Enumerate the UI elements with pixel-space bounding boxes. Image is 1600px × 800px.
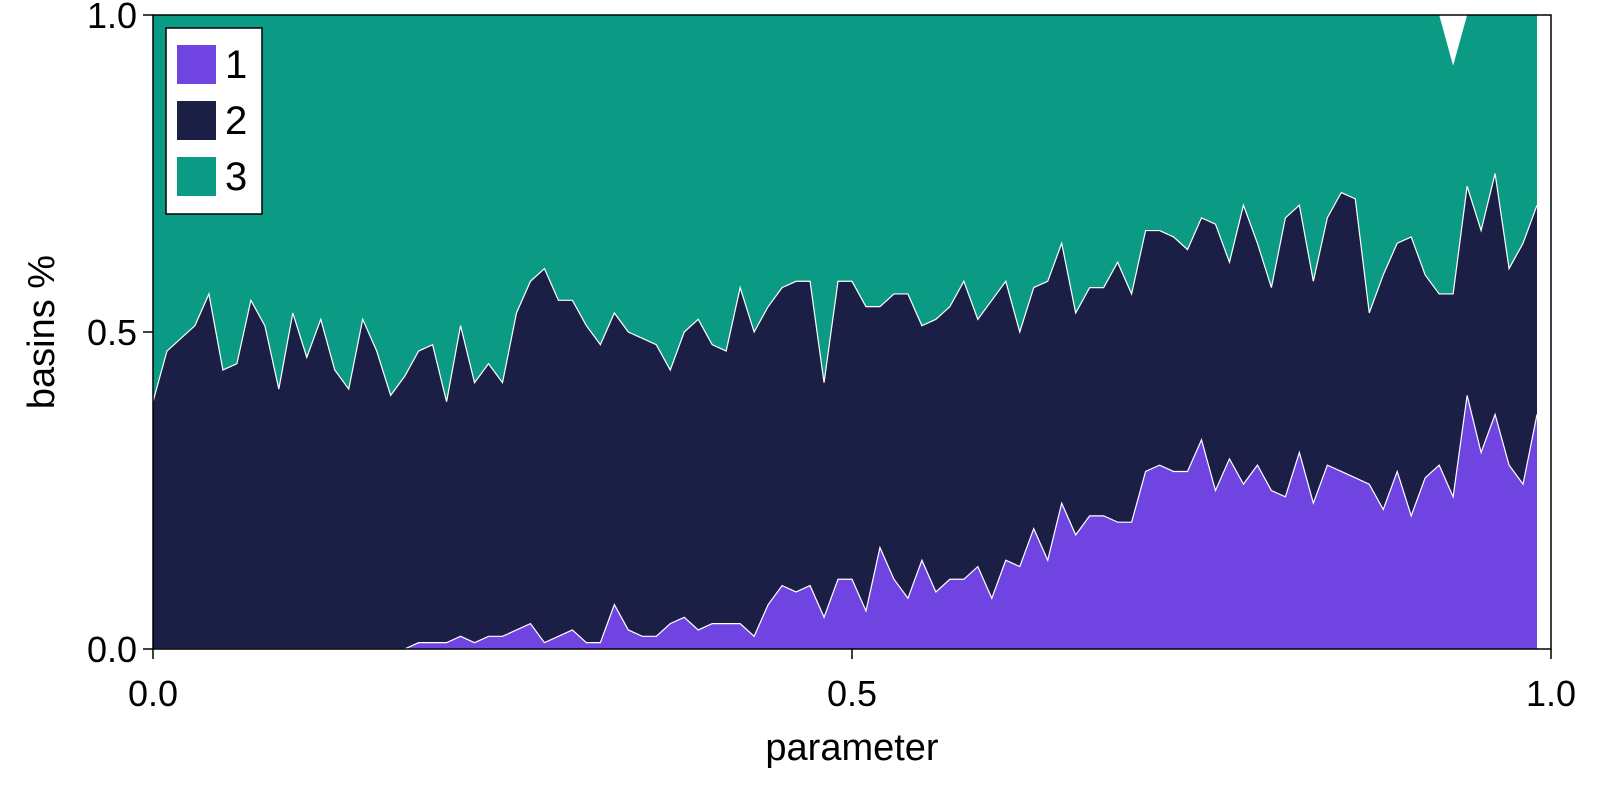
y-axis-label: basins %: [21, 255, 63, 409]
legend-label-2: 2: [225, 99, 247, 143]
area-series-1: [153, 395, 1538, 649]
area-layer: [152, 15, 1538, 650]
legend-swatch-3: [177, 157, 216, 196]
x-tick-label: 0.0: [128, 673, 178, 714]
legend-label-3: 3: [225, 155, 247, 199]
x-axis-label: parameter: [765, 727, 939, 769]
x-tick-label: 1.0: [1526, 673, 1576, 714]
area-series-3: [153, 15, 1538, 402]
area-series-2: [153, 173, 1538, 649]
boundary-line-2: [152, 173, 1538, 402]
legend: 1 2 3: [165, 27, 263, 215]
y-tick-label: 1.0: [87, 0, 137, 36]
legend-swatch-1: [177, 45, 216, 84]
y-tick-label: 0.5: [87, 312, 137, 353]
y-tick-label: 0.0: [87, 629, 137, 670]
legend-swatch-2: [177, 101, 216, 140]
x-tick-label: 0.5: [827, 673, 877, 714]
tick-layer: 0.0 0.5 1.0 0.0 0.5 1.0: [87, 0, 1576, 714]
plot-frame: [152, 14, 1552, 650]
legend-label-1: 1: [225, 43, 247, 87]
